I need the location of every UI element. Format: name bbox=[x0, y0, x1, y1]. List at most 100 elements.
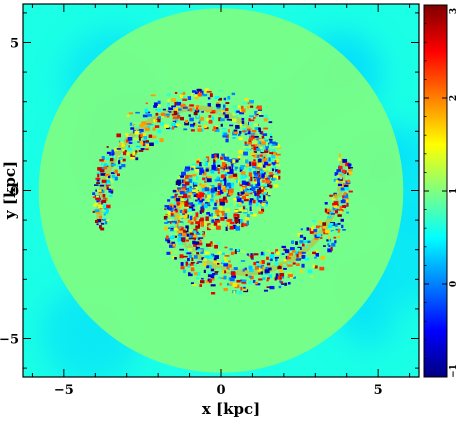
core-speckle bbox=[211, 192, 214, 198]
core-speckle bbox=[256, 202, 259, 207]
arm-speckle bbox=[132, 151, 136, 156]
arm-speckle bbox=[213, 257, 217, 262]
arm-speckle bbox=[284, 249, 290, 254]
arm-speckle bbox=[189, 104, 194, 107]
arm-speckle bbox=[110, 172, 115, 175]
arm-speckle bbox=[263, 127, 269, 130]
core-speckle bbox=[229, 221, 235, 225]
arm-speckle bbox=[268, 184, 273, 188]
arm-speckle bbox=[193, 233, 198, 238]
arm-speckle bbox=[180, 216, 185, 218]
arm-speckle bbox=[166, 93, 171, 97]
arm-speckle bbox=[312, 225, 315, 230]
arm-speckle bbox=[258, 181, 262, 185]
core-speckle bbox=[215, 220, 221, 223]
arm-speckle bbox=[169, 244, 174, 248]
arm-speckle bbox=[194, 106, 197, 109]
arm-speckle bbox=[175, 209, 178, 213]
colorbar-ticks: −1 0 1 2 3 bbox=[424, 4, 459, 378]
core-speckle bbox=[267, 191, 272, 196]
core-speckle bbox=[194, 203, 198, 207]
arm-speckle bbox=[333, 201, 339, 205]
core-speckle bbox=[194, 186, 198, 192]
arm-speckle bbox=[288, 273, 294, 278]
arm-speckle bbox=[260, 130, 264, 135]
core-speckle bbox=[258, 168, 262, 171]
arm-speckle bbox=[236, 279, 241, 283]
arm-speckle bbox=[232, 137, 236, 139]
arm-speckle bbox=[265, 266, 268, 270]
core-speckle bbox=[217, 168, 220, 171]
arm-speckle bbox=[320, 237, 323, 239]
core-speckle bbox=[181, 171, 186, 176]
core-speckle bbox=[211, 164, 216, 170]
arm-speckle bbox=[214, 244, 218, 249]
core-speckle bbox=[221, 158, 227, 163]
arm-speckle bbox=[186, 234, 189, 239]
arm-speckle bbox=[162, 108, 166, 111]
arm-speckle bbox=[126, 152, 130, 156]
arm-speckle bbox=[106, 151, 111, 156]
arm-speckle bbox=[167, 98, 170, 102]
arm-speckle bbox=[182, 269, 186, 274]
arm-speckle bbox=[207, 271, 213, 274]
arm-speckle bbox=[142, 140, 146, 143]
arm-speckle bbox=[251, 258, 254, 260]
arm-speckle bbox=[273, 175, 278, 178]
arm-speckle bbox=[102, 205, 106, 209]
arm-speckle bbox=[195, 246, 200, 251]
core-speckle bbox=[196, 194, 201, 199]
core-speckle bbox=[249, 198, 254, 201]
arm-speckle bbox=[177, 114, 180, 119]
arm-speckle bbox=[227, 95, 231, 100]
arm-speckle bbox=[119, 138, 124, 142]
core-speckle bbox=[206, 162, 211, 166]
arm-speckle bbox=[192, 240, 196, 245]
arm-speckle bbox=[274, 258, 278, 262]
core-speckle bbox=[221, 153, 225, 157]
core-speckle bbox=[233, 197, 237, 201]
arm-speckle bbox=[166, 127, 170, 130]
arm-speckle bbox=[180, 103, 186, 108]
core-speckle bbox=[258, 208, 262, 214]
arm-speckle bbox=[195, 105, 199, 108]
arm-speckle bbox=[169, 242, 172, 245]
arm-speckle bbox=[166, 115, 170, 118]
arm-speckle bbox=[192, 90, 196, 93]
arm-speckle bbox=[261, 273, 266, 276]
arm-speckle bbox=[327, 210, 331, 215]
arm-speckle bbox=[250, 254, 254, 259]
core-speckle bbox=[219, 201, 225, 207]
core-speckle bbox=[217, 185, 222, 190]
arm-speckle bbox=[258, 128, 262, 133]
arm-speckle bbox=[182, 232, 187, 237]
arm-speckle bbox=[176, 230, 182, 235]
arm-speckle bbox=[163, 216, 168, 220]
arm-speckle bbox=[248, 280, 253, 285]
arm-speckle bbox=[271, 252, 275, 256]
arm-speckle bbox=[253, 261, 257, 266]
arm-speckle bbox=[181, 96, 186, 101]
core-speckle bbox=[243, 166, 247, 170]
arm-speckle bbox=[261, 135, 265, 139]
arm-speckle bbox=[161, 112, 167, 117]
core-speckle bbox=[249, 206, 252, 212]
arm-speckle bbox=[197, 92, 203, 97]
core-speckle bbox=[209, 185, 212, 189]
arm-speckle bbox=[278, 285, 282, 289]
arm-speckle bbox=[244, 98, 249, 101]
arm-speckle bbox=[189, 124, 195, 128]
core-speckle bbox=[237, 155, 241, 159]
core-speckle bbox=[213, 215, 218, 219]
arm-speckle bbox=[292, 276, 296, 279]
arm-speckle bbox=[277, 276, 282, 280]
core-speckle bbox=[244, 201, 250, 206]
arm-speckle bbox=[281, 253, 285, 255]
core-speckle bbox=[195, 205, 200, 208]
core-speckle bbox=[220, 217, 225, 221]
arm-speckle bbox=[207, 265, 212, 269]
arm-speckle bbox=[177, 238, 181, 242]
arm-speckle bbox=[146, 123, 152, 125]
arm-speckle bbox=[221, 127, 227, 130]
arm-speckle bbox=[227, 267, 230, 271]
